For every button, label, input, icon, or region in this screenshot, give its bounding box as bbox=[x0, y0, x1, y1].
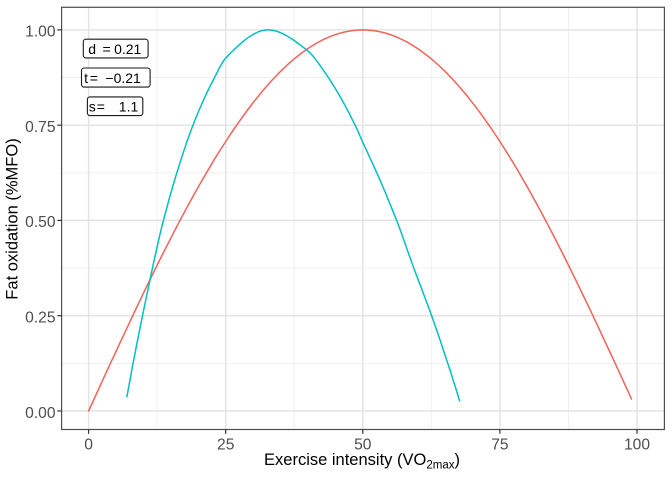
svg-text:0.75: 0.75 bbox=[25, 119, 56, 136]
svg-text:1.00: 1.00 bbox=[25, 24, 56, 41]
svg-text:s=1.1: s= 1.1 bbox=[89, 99, 139, 115]
svg-text:0.50: 0.50 bbox=[25, 214, 56, 231]
svg-text:25: 25 bbox=[217, 436, 235, 453]
svg-text:t=−0.21: t = −0.21 bbox=[84, 70, 141, 86]
svg-text:0.00: 0.00 bbox=[25, 405, 56, 422]
svg-text:75: 75 bbox=[491, 436, 509, 453]
svg-text:0: 0 bbox=[84, 436, 93, 453]
svg-text:Exercise intensity (VO2max): Exercise intensity (VO2max) bbox=[264, 451, 460, 472]
svg-text:0.25: 0.25 bbox=[25, 310, 56, 327]
svg-text:d=0.21: d = 0.21 bbox=[88, 41, 141, 57]
svg-text:100: 100 bbox=[624, 436, 650, 453]
svg-text:50: 50 bbox=[354, 436, 372, 453]
svg-text:Fat oxidation (%MFO): Fat oxidation (%MFO) bbox=[4, 138, 22, 299]
